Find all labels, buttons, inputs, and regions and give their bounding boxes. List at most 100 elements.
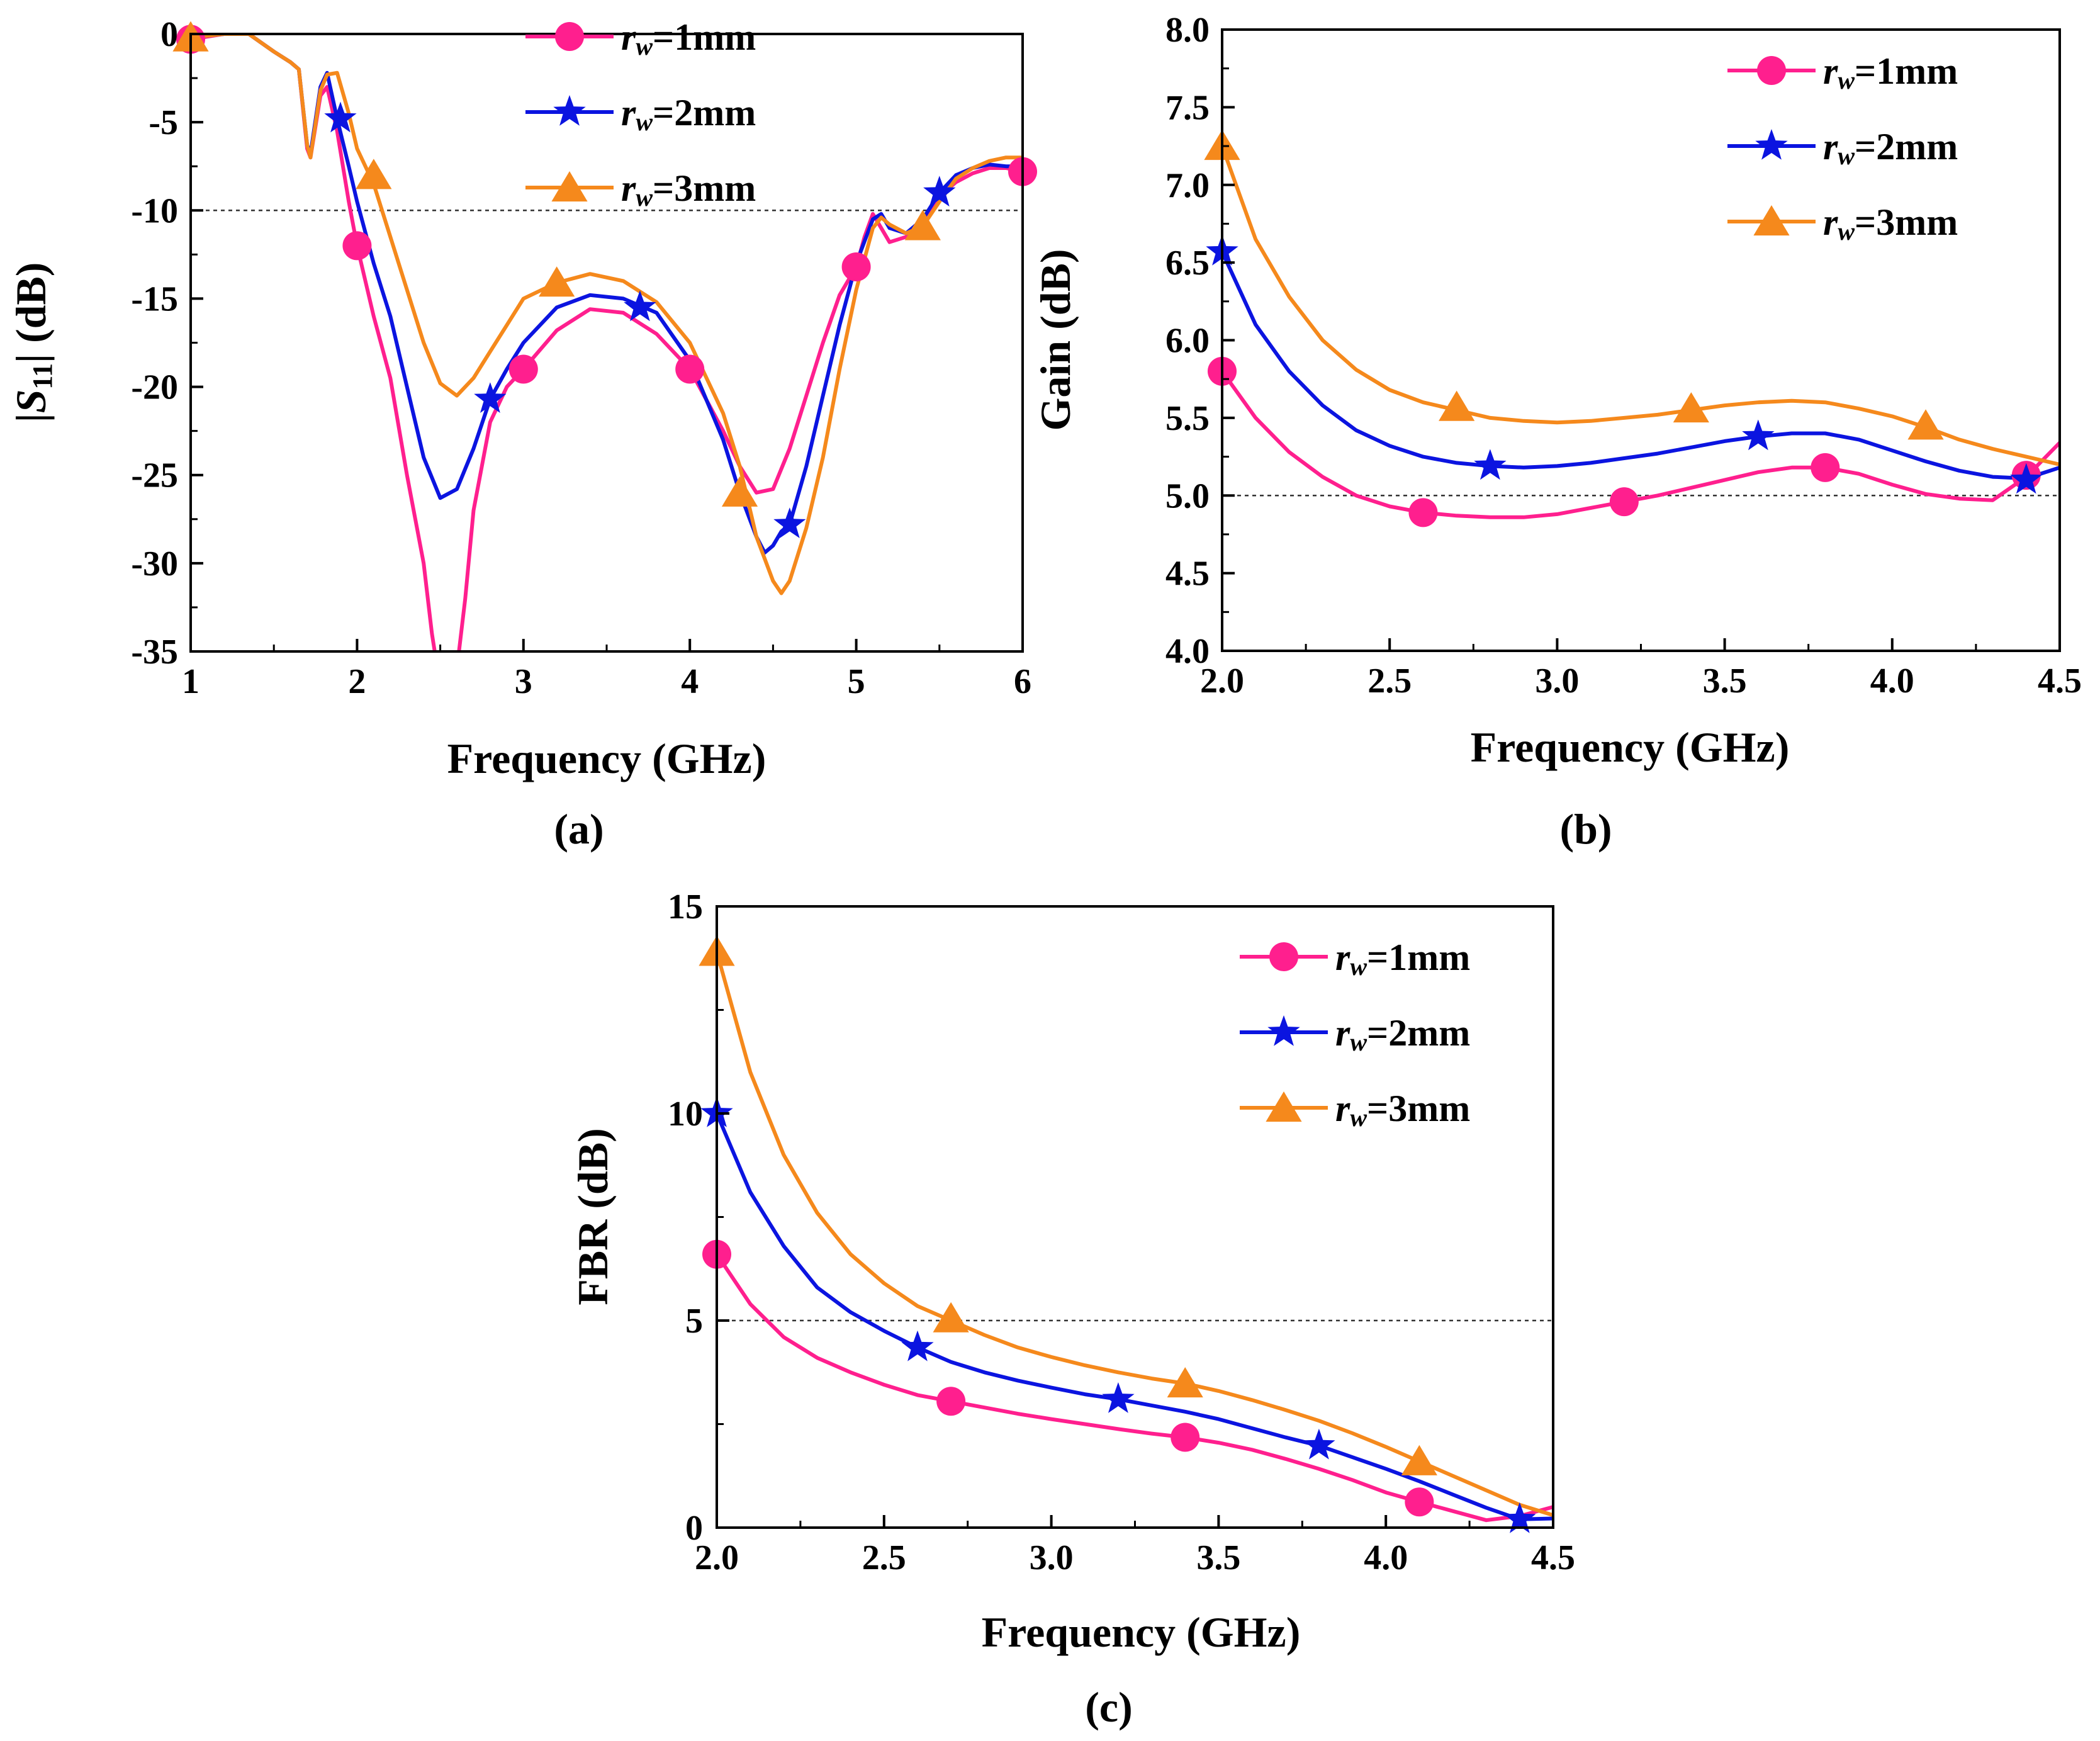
legend-marker-c-2 <box>1267 1015 1300 1046</box>
x-axis-title-b: Frequency (GHz) <box>1471 723 1790 771</box>
series-marker-b-2-2 <box>1474 449 1507 480</box>
panel-label-b: (b) <box>1559 805 1612 853</box>
series-marker-a-1-2 <box>342 231 372 261</box>
series-marker-c-3-4 <box>1401 1445 1437 1475</box>
series-marker-b-2-3 <box>1742 419 1775 451</box>
y-tick-label-c-1: 0 <box>685 1509 703 1548</box>
legend-label-b-3: rw=3mm <box>1823 201 1958 245</box>
series-marker-a-2-5 <box>923 176 956 207</box>
series-marker-c-2-5 <box>1503 1502 1536 1533</box>
series-marker-c-2-2 <box>901 1330 934 1361</box>
series-marker-a-2-4 <box>773 507 806 538</box>
series-marker-c-1-4 <box>1405 1487 1434 1517</box>
series-marker-a-1-4 <box>675 354 705 384</box>
series-marker-b-3-2 <box>1439 390 1475 421</box>
panel-a-s11-chart: 1 2 3 4 5 6 0 -5 -10 -15 -20 -25 -30 -35 Frequency (… <box>7 15 1037 853</box>
axis-ticks-b <box>1221 28 2061 652</box>
x-tick-label-b-4: 3.5 <box>1703 662 1747 701</box>
axis-ticks-a <box>189 33 1024 653</box>
x-tick-label-b-3: 3.0 <box>1535 662 1579 701</box>
series-markers-a <box>172 21 1037 538</box>
x-tick-label-c-3: 3.0 <box>1030 1538 1074 1577</box>
x-tick-label-b-1: 2.0 <box>1200 662 1244 701</box>
y-tick-label-a-3: -10 <box>131 191 178 230</box>
series-line-b-1 <box>1222 369 2060 519</box>
y-tick-label-a-2: -5 <box>149 103 178 142</box>
legend-label-a-1: rw=1mm <box>621 16 756 60</box>
legend-label-c-3: rw=3mm <box>1335 1088 1470 1132</box>
panel-b-gain-chart: 2.0 2.5 3.0 3.5 4.0 4.5 4.0 4.5 5.0 5.5 6.0 6.5 7.0… <box>1031 11 2082 853</box>
y-axis-title-a: |S11| (dB) <box>7 262 58 423</box>
y-tick-labels-c: 0 5 10 15 <box>668 887 703 1548</box>
series-marker-a-3-2 <box>356 159 392 189</box>
series-marker-c-2-3 <box>1102 1382 1135 1413</box>
y-tick-label-b-2: 4.5 <box>1165 555 1210 594</box>
series-marker-b-2-4 <box>2010 463 2043 494</box>
series-marker-a-3-5 <box>904 210 941 240</box>
x-tick-label-b-2: 2.5 <box>1367 662 1412 701</box>
y-tick-label-b-9: 8.0 <box>1165 11 1210 50</box>
series-line-c-2 <box>717 1112 1553 1521</box>
legend-marker-b-3 <box>1753 205 1790 236</box>
series-marker-a-1-5 <box>841 252 871 281</box>
legend-a: rw=1mm rw=2mm rw=3mm <box>525 16 756 211</box>
series-line-a-3 <box>191 34 1023 595</box>
legend-marker-c-1 <box>1269 942 1298 971</box>
panel-c-fbr-chart: 2.0 2.5 3.0 3.5 4.0 4.5 0 5 10 15 Frequency (GHz… <box>569 887 1575 1731</box>
legend-label-a-2: rw=2mm <box>621 92 756 136</box>
series-marker-b-3-4 <box>1907 409 1944 440</box>
series-marker-c-3-3 <box>1167 1367 1203 1398</box>
x-tick-label-a-6: 6 <box>1014 662 1031 701</box>
y-axis-title-a-subscript: 11 <box>27 363 58 390</box>
series-marker-b-3-3 <box>1673 392 1709 423</box>
x-tick-label-a-4: 4 <box>681 662 699 701</box>
x-tick-labels-c: 2.0 2.5 3.0 3.5 4.0 4.5 <box>695 1538 1575 1577</box>
y-tick-label-b-3: 5.0 <box>1165 476 1210 516</box>
series-line-a-1 <box>191 34 1023 651</box>
series-marker-c-1-3 <box>1171 1423 1200 1452</box>
legend-marker-a-1 <box>555 22 584 51</box>
x-axis-title-a: Frequency (GHz) <box>447 735 766 782</box>
series-marker-c-2-4 <box>1303 1428 1335 1460</box>
legend-marker-c-3 <box>1266 1091 1302 1122</box>
y-axis-title-a-tail: | (dB) <box>7 262 55 363</box>
series-marker-a-2-2 <box>474 382 507 413</box>
x-tick-label-c-5: 4.0 <box>1364 1538 1408 1577</box>
y-tick-label-a-8: -35 <box>131 633 178 672</box>
legend-marker-a-3 <box>551 171 588 202</box>
series-line-b-2 <box>1222 249 2060 481</box>
x-tick-label-a-2: 2 <box>348 662 366 701</box>
y-tick-label-a-1: 0 <box>160 15 178 54</box>
y-tick-label-a-6: -25 <box>131 456 178 495</box>
series-marker-b-1-2 <box>1408 498 1438 527</box>
x-tick-label-a-1: 1 <box>182 662 199 701</box>
legend-label-b-1: rw=1mm <box>1823 50 1958 94</box>
x-tick-label-a-3: 3 <box>515 662 532 701</box>
y-tick-label-a-4: -15 <box>131 279 178 318</box>
y-tick-label-c-3: 10 <box>668 1095 703 1134</box>
x-axis-title-c: Frequency (GHz) <box>982 1608 1301 1656</box>
legend-label-a-3: rw=3mm <box>621 167 756 211</box>
y-axis-title-a-symbol: S <box>7 390 55 414</box>
panel-label-a: (a) <box>554 805 604 853</box>
x-tick-label-c-4: 3.5 <box>1196 1538 1240 1577</box>
y-tick-label-a-5: -20 <box>131 368 178 407</box>
y-tick-label-b-6: 6.5 <box>1165 244 1210 283</box>
legend-label-c-1: rw=1mm <box>1335 937 1470 981</box>
series-marker-a-3-4 <box>721 476 758 507</box>
legend-c: rw=1mm rw=2mm rw=3mm <box>1240 937 1470 1132</box>
y-tick-label-a-7: -30 <box>131 544 178 583</box>
x-tick-label-c-6: 4.5 <box>1531 1538 1575 1577</box>
y-tick-label-b-8: 7.5 <box>1165 88 1210 127</box>
series-marker-c-3-2 <box>933 1302 969 1333</box>
y-tick-label-c-2: 5 <box>685 1302 703 1341</box>
y-tick-label-b-7: 7.0 <box>1165 166 1210 205</box>
x-tick-labels-b: 2.0 2.5 3.0 3.5 4.0 4.5 <box>1200 662 2082 701</box>
y-tick-labels-a: 0 -5 -10 -15 -20 -25 -30 -35 <box>131 15 178 672</box>
legend-b: rw=1mm rw=2mm rw=3mm <box>1727 50 1958 245</box>
series-markers-b <box>1204 130 2043 527</box>
y-axis-title-a-lead: | <box>7 413 55 422</box>
y-tick-label-b-4: 5.5 <box>1165 399 1210 438</box>
